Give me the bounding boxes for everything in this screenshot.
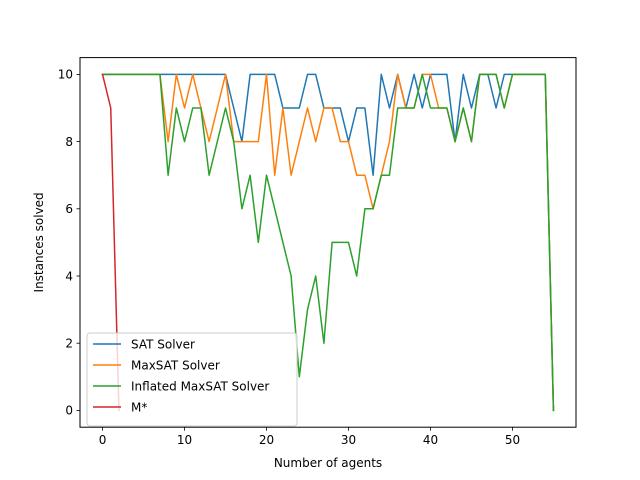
legend-label-2: MaxSAT Solver <box>131 358 220 372</box>
y-tick-label: 4 <box>65 269 73 283</box>
legend-label-3: Inflated MaxSAT Solver <box>131 379 269 393</box>
y-tick-label: 8 <box>65 135 73 149</box>
y-axis-ticks: 0 2 4 6 8 10 <box>58 68 80 418</box>
x-tick-label: 20 <box>259 433 274 447</box>
series-line-3 <box>101 73 555 412</box>
legend-label-4: M* <box>131 400 147 414</box>
y-tick-label: 0 <box>65 404 73 418</box>
plot-frame <box>79 57 577 428</box>
legend-label-1: SAT Solver <box>131 337 195 351</box>
y-tick-label: 2 <box>65 337 73 351</box>
y-tick-label: 6 <box>65 202 73 216</box>
y-tick-label: 10 <box>58 68 73 82</box>
x-axis-label: Number of agents <box>274 456 382 470</box>
x-tick-label: 50 <box>505 433 520 447</box>
x-tick-label: 40 <box>423 433 438 447</box>
x-tick-label: 10 <box>177 433 192 447</box>
x-tick-label: 0 <box>99 433 107 447</box>
y-axis-label: Instances solved <box>32 192 46 292</box>
legend-box <box>86 332 298 427</box>
series-line-4 <box>101 73 120 412</box>
legend: SAT Solver MaxSAT Solver Inflated MaxSAT S… <box>86 332 298 427</box>
series-layer <box>101 73 555 412</box>
x-tick-label: 30 <box>341 433 356 447</box>
x-axis-ticks: 0 10 20 30 40 50 <box>99 427 520 447</box>
